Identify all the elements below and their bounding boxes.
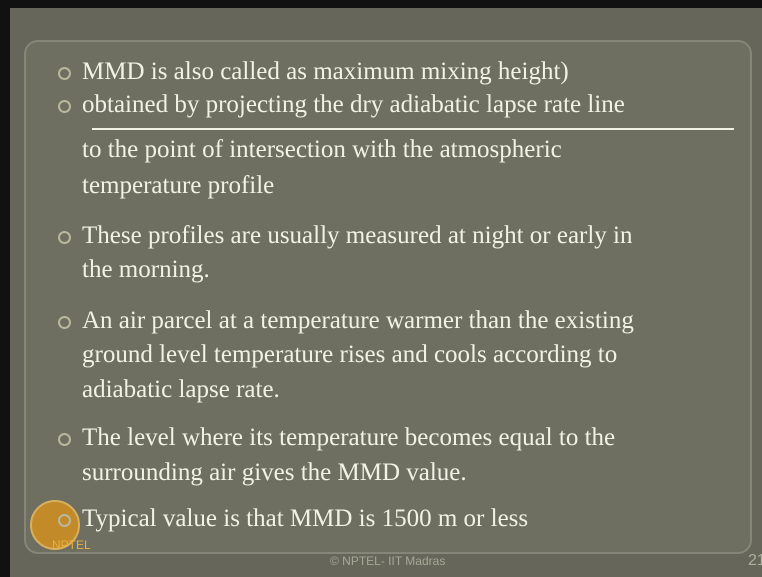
logo-text: NPTEL [52, 538, 91, 552]
footer: © NPTEL- IIT Madras [330, 554, 446, 568]
bullet [58, 231, 71, 244]
content-panel [24, 40, 752, 554]
underline [92, 128, 734, 130]
bullet-text: These profiles are usually measured at n… [82, 222, 633, 249]
bullet [58, 100, 71, 113]
bullet-text: to the point of intersection with the at… [82, 136, 562, 163]
bullet [58, 316, 71, 329]
bullet-text: temperature profile [82, 172, 275, 199]
page-number: 21 [748, 552, 762, 569]
logo [30, 500, 80, 550]
bullet [58, 433, 71, 446]
bullet-text: the morning. [82, 256, 210, 283]
bullet-text: surrounding air gives the MMD value. [82, 459, 467, 486]
bullet [58, 514, 71, 527]
bullet-text: obtained by projecting the dry adiabatic… [82, 91, 625, 118]
bullet-text: The level where its temperature becomes … [82, 424, 616, 451]
bullet-text: MMD is also called as maximum mixing hei… [82, 58, 569, 85]
bullet-text: ground level temperature rises and cools… [82, 341, 618, 368]
bullet-text: Typical value is that MMD is 1500 m or l… [82, 505, 529, 532]
bullet [58, 67, 71, 80]
bullet-text: An air parcel at a temperature warmer th… [82, 307, 634, 334]
bullet-text: adiabatic lapse rate. [82, 376, 280, 403]
